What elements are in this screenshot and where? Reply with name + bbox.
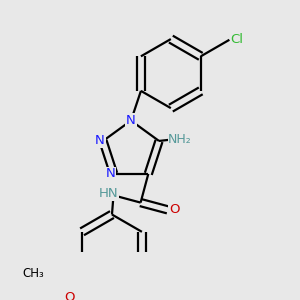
Text: HN: HN (99, 187, 119, 200)
Text: CH₃: CH₃ (22, 267, 44, 280)
Text: O: O (169, 203, 180, 216)
Text: N: N (106, 167, 116, 180)
Text: N: N (126, 114, 136, 127)
Text: Cl: Cl (230, 33, 243, 46)
Text: NH₂: NH₂ (168, 133, 192, 146)
Text: N: N (95, 134, 105, 148)
Text: O: O (64, 291, 75, 300)
